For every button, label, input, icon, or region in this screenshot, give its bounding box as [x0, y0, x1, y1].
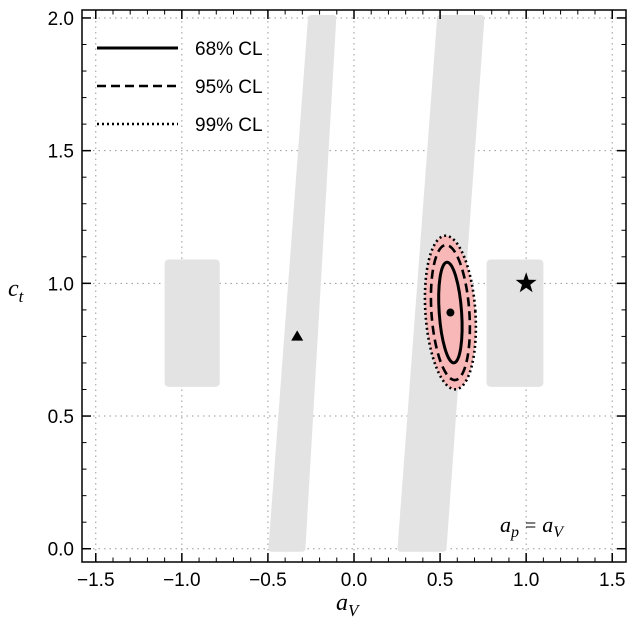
excluded-box-left	[165, 259, 220, 386]
x-tick-label: −0.5	[249, 570, 287, 591]
marker-best-fit	[446, 309, 454, 317]
legend-label: 99% CL	[195, 115, 263, 136]
y-tick-label: 0.0	[48, 540, 74, 561]
x-tick-label: −1.0	[163, 570, 201, 591]
x-tick-label: 0.0	[341, 570, 367, 591]
annotation-equals: =	[525, 515, 536, 537]
x-axis-label: aV	[336, 590, 361, 620]
y-axis-label-sub: t	[19, 287, 25, 306]
y-tick-label: 1.5	[48, 142, 74, 163]
x-axis-label-main: a	[336, 590, 348, 616]
legend-label: 95% CL	[195, 77, 263, 98]
annotation-text-b: a	[542, 512, 553, 537]
annotation-sub-p: p	[510, 524, 519, 541]
y-tick-label: 1.0	[48, 274, 74, 295]
y-tick-label: 0.5	[48, 407, 74, 428]
x-tick-label: 0.5	[427, 570, 453, 591]
x-tick-label: 1.5	[599, 570, 625, 591]
annotation-text-a: a	[500, 512, 511, 537]
y-tick-label: 2.0	[48, 9, 74, 30]
y-axis-label: ct	[8, 276, 25, 306]
y-axis-label-main: c	[8, 276, 19, 302]
excluded-box-right	[487, 259, 544, 386]
legend-label: 68% CL	[195, 39, 263, 60]
x-tick-label: −1.5	[77, 570, 115, 591]
x-axis-label-sub: V	[348, 601, 361, 620]
x-tick-label: 1.0	[513, 570, 539, 591]
